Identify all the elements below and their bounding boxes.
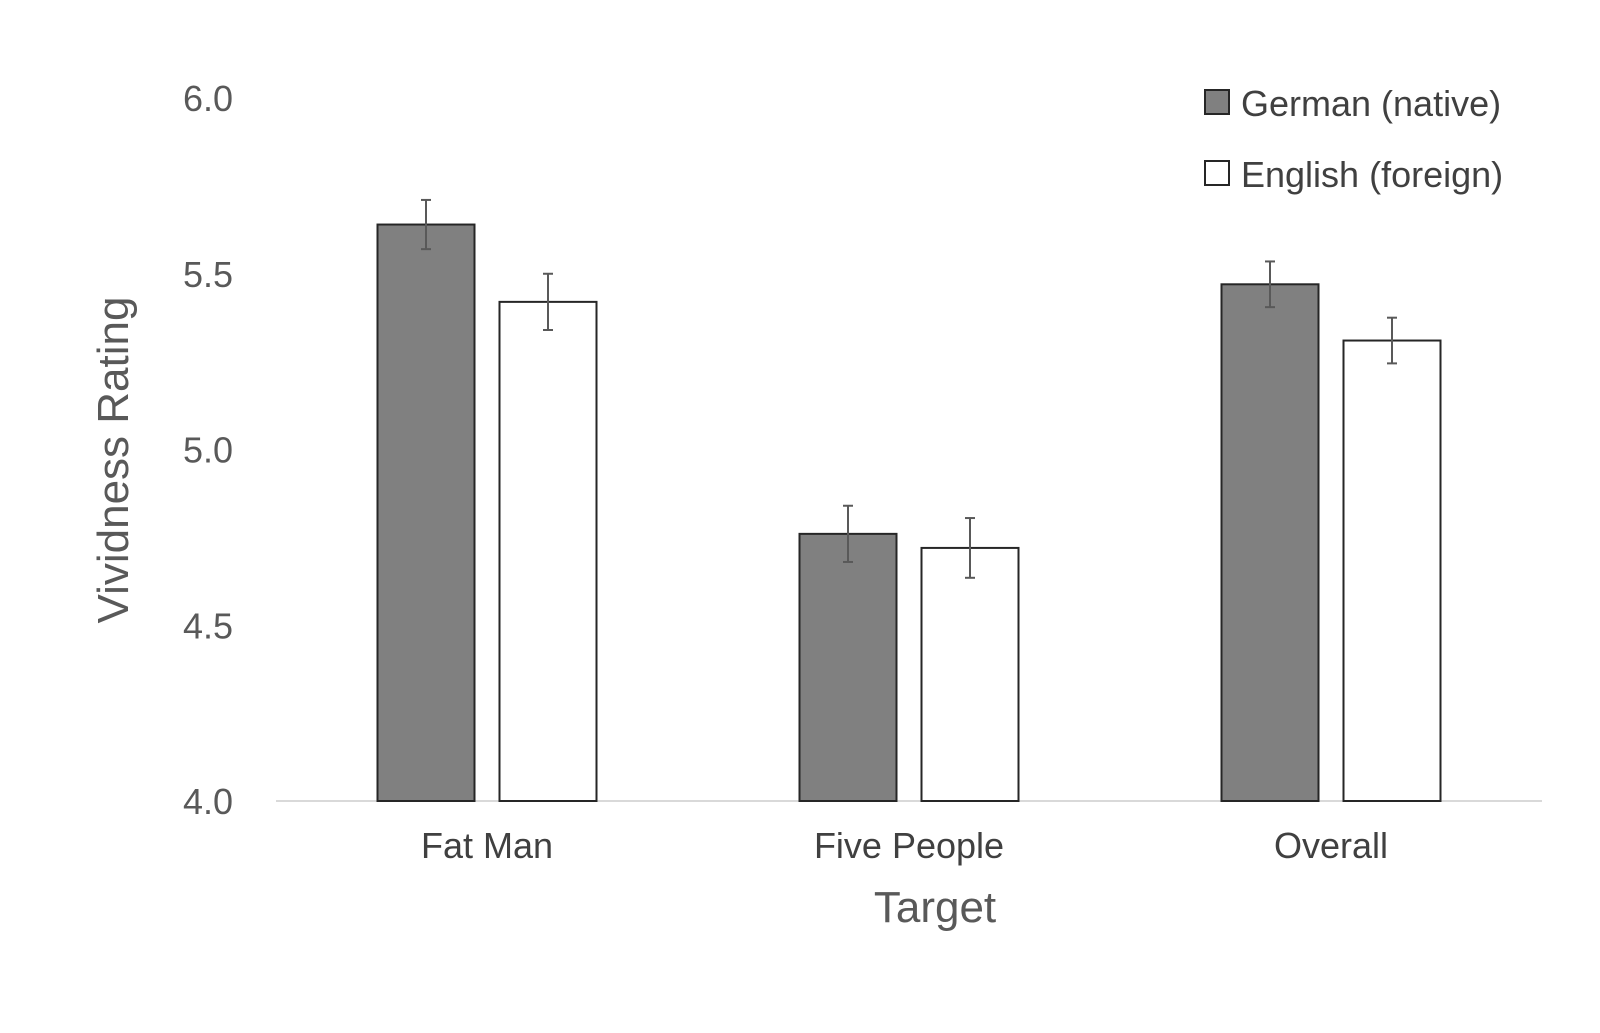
x-category-label: Five People	[814, 825, 1004, 866]
x-axis-title: Target	[874, 883, 996, 932]
error-bar-0-1	[543, 272, 553, 331]
legend-label-0: German (native)	[1241, 83, 1501, 124]
legend-label-1: English (foreign)	[1241, 154, 1503, 195]
error-bar-2-1	[1387, 316, 1397, 365]
legend-swatch-0	[1204, 89, 1230, 115]
y-axis-title: Vividness Rating	[89, 297, 138, 624]
y-tick-label: 6.0	[183, 78, 233, 119]
y-axis-ticks: 4.0 4.5 5.0 5.5 6.0	[183, 78, 233, 822]
bar-0-1	[498, 300, 598, 802]
x-category-label: Fat Man	[421, 825, 553, 866]
legend-swatch-1	[1204, 160, 1230, 186]
bar-2-0	[1220, 283, 1320, 803]
bar-2-1	[1342, 339, 1442, 802]
legend: German (native) English (foreign)	[1204, 83, 1503, 195]
error-bar-2-0	[1265, 260, 1275, 309]
error-bar-1-1	[965, 517, 975, 579]
y-tick-label: 4.0	[183, 781, 233, 822]
x-axis-category-labels: Fat Man Five People Overall	[421, 825, 1388, 866]
bar-1-0	[798, 532, 898, 802]
error-bars-group	[421, 198, 1397, 579]
bar-0-0	[376, 223, 476, 803]
y-tick-label: 4.5	[183, 605, 233, 646]
y-tick-label: 5.0	[183, 430, 233, 471]
error-bar-0-0	[421, 198, 431, 251]
bars-group	[376, 223, 1442, 803]
y-tick-label: 5.5	[183, 254, 233, 295]
x-category-label: Overall	[1274, 825, 1388, 866]
error-bar-1-0	[843, 504, 853, 563]
bar-1-1	[920, 546, 1020, 802]
